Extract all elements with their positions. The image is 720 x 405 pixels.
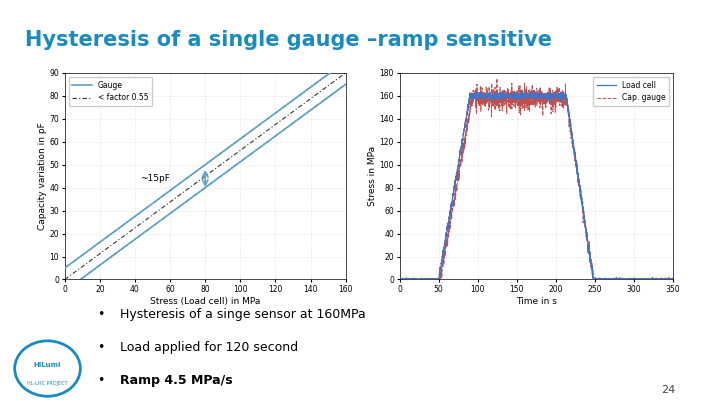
Cap. gauge: [409, 277, 418, 282]
Legend: Gauge, < factor 0.55: Gauge, < factor 0.55: [68, 77, 152, 106]
Cap. gauge: [395, 277, 404, 282]
X-axis label: Stress (Load cell) in MPa: Stress (Load cell) in MPa: [150, 297, 261, 306]
Load cell: [521, 90, 530, 95]
Legend: Load cell, Cap. gauge: Load cell, Cap. gauge: [593, 77, 670, 106]
Text: 24: 24: [661, 386, 675, 395]
Cap. gauge: [528, 96, 537, 101]
Load cell: [395, 277, 404, 282]
Load cell: [661, 277, 670, 282]
Load cell: [669, 277, 678, 282]
Cap. gauge: [661, 277, 670, 281]
Load cell: [518, 89, 527, 94]
Text: Hysteresis of a singe sensor at 160MPa: Hysteresis of a singe sensor at 160MPa: [120, 308, 366, 322]
Y-axis label: Capacity variation in pF: Capacity variation in pF: [37, 122, 47, 230]
Load cell: [410, 277, 418, 282]
Text: •: •: [97, 341, 105, 354]
Cap. gauge: [661, 277, 670, 282]
Text: •: •: [97, 374, 105, 387]
Text: ~15pF: ~15pF: [140, 174, 170, 183]
Y-axis label: Stress in MPa: Stress in MPa: [368, 146, 377, 206]
Load cell: [661, 277, 670, 281]
Text: Load applied for 120 second: Load applied for 120 second: [120, 341, 298, 354]
Cap. gauge: [669, 276, 678, 281]
Text: Ramp 4.5 MPa/s: Ramp 4.5 MPa/s: [120, 374, 233, 387]
Load cell: [611, 277, 620, 282]
Line: Cap. gauge: Cap. gauge: [400, 79, 673, 279]
Line: Load cell: Load cell: [400, 92, 673, 279]
Text: •: •: [97, 308, 105, 322]
Cap. gauge: [611, 277, 619, 282]
Text: HiLumi: HiLumi: [34, 362, 61, 368]
X-axis label: Time in s: Time in s: [516, 297, 557, 306]
Load cell: [528, 93, 537, 98]
Text: HL-LHC PROJECT: HL-LHC PROJECT: [27, 381, 68, 386]
Text: Hysteresis of a single gauge –ramp sensitive: Hysteresis of a single gauge –ramp sensi…: [25, 30, 552, 51]
Load cell: [395, 276, 404, 281]
Cap. gauge: [521, 90, 530, 95]
Cap. gauge: [492, 76, 501, 81]
